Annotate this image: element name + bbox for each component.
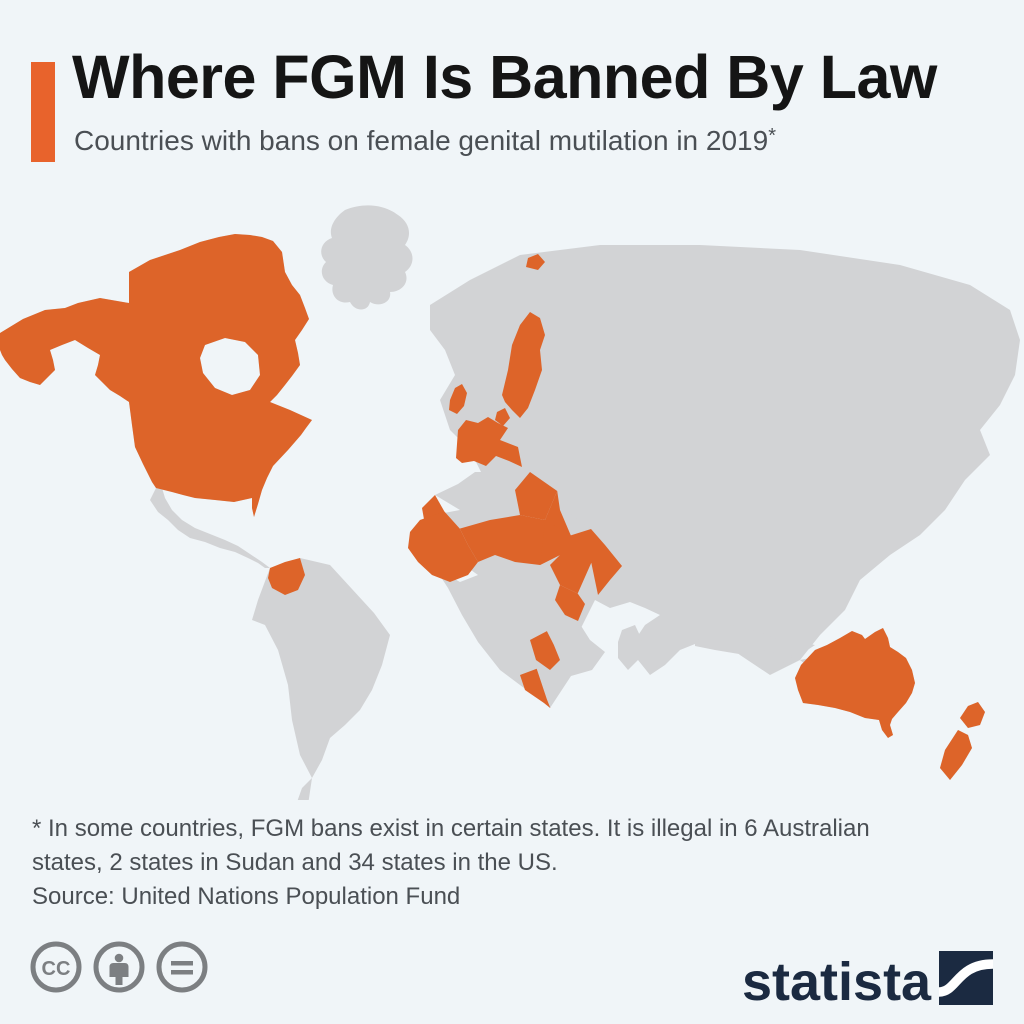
svg-text:CC: CC: [42, 958, 71, 980]
